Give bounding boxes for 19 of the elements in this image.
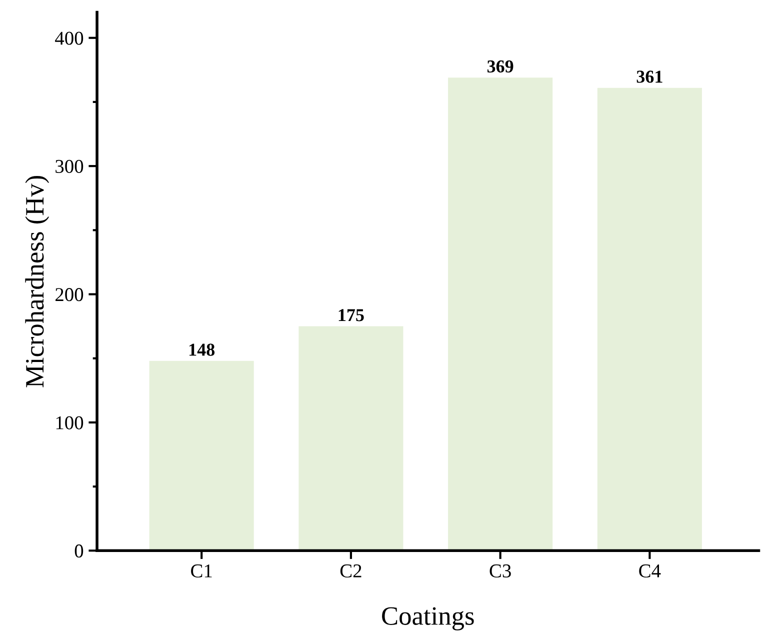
data-label: 148	[189, 344, 215, 356]
y-axis-title: Microhardness (Hv)	[25, 176, 50, 388]
data-label: 175	[338, 309, 364, 322]
y-tick-label: 300	[56, 160, 84, 173]
data-label: 361	[636, 70, 662, 83]
y-tick-label: 0	[74, 544, 84, 558]
bar	[448, 78, 553, 551]
x-tick-label: C3	[490, 564, 511, 578]
x-tick-label: C4	[639, 564, 661, 578]
bar	[149, 360, 254, 551]
data-label: 369	[487, 60, 514, 73]
y-tick-label: 200	[56, 288, 84, 302]
y-tick-label: 400	[55, 32, 84, 45]
x-tick-label: C1	[191, 564, 212, 578]
bar	[298, 326, 404, 551]
y-tick-label: 100	[56, 416, 84, 430]
x-axis-title: Coatings	[382, 607, 474, 630]
x-tick-label: C2	[340, 564, 362, 578]
bar	[597, 88, 702, 551]
